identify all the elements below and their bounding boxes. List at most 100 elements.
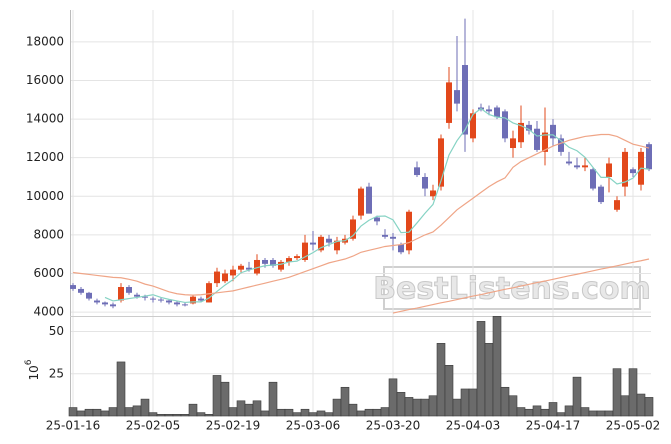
candle-body bbox=[278, 261, 284, 270]
volume-bar bbox=[444, 365, 454, 417]
volume-bar bbox=[220, 381, 230, 417]
candle-body bbox=[510, 138, 516, 149]
volume-bar bbox=[212, 375, 222, 417]
candle-body bbox=[374, 217, 380, 222]
candle-body bbox=[590, 169, 596, 189]
volume-bar bbox=[620, 395, 630, 417]
candle-body bbox=[126, 287, 132, 293]
volume-bar bbox=[540, 408, 550, 417]
candle-body bbox=[470, 113, 476, 139]
candle-body bbox=[206, 283, 212, 303]
volume-bar bbox=[316, 410, 326, 417]
candle-body bbox=[406, 211, 412, 251]
volume-bar bbox=[492, 316, 502, 417]
volume-bar bbox=[76, 410, 86, 417]
volume-tick-label: 50 bbox=[49, 324, 64, 338]
volume-bar bbox=[356, 410, 366, 417]
volume-bar bbox=[300, 408, 310, 417]
volume-bar bbox=[428, 395, 438, 417]
volume-bar bbox=[140, 398, 150, 417]
volume-bar bbox=[172, 414, 182, 417]
volume-bar bbox=[348, 403, 358, 417]
candle-body bbox=[134, 294, 140, 297]
candle-body bbox=[326, 238, 332, 243]
candle-body bbox=[630, 169, 636, 174]
candle-body bbox=[142, 296, 148, 298]
candle-body bbox=[230, 269, 236, 276]
candle-body bbox=[318, 236, 324, 251]
candle-body bbox=[422, 176, 428, 189]
candle-body bbox=[222, 273, 228, 282]
y-tick-label: 18000 bbox=[26, 34, 64, 48]
volume-bar bbox=[476, 321, 486, 417]
volume-bar bbox=[580, 407, 590, 417]
watermark-box bbox=[383, 266, 641, 310]
y-tick-label: 14000 bbox=[26, 112, 64, 126]
candle-body bbox=[238, 265, 244, 270]
volume-bar bbox=[236, 400, 246, 417]
candle-body bbox=[334, 240, 340, 251]
candle-body bbox=[606, 163, 612, 177]
volume-bar bbox=[452, 398, 462, 417]
volume-bar bbox=[332, 398, 342, 417]
candle-body bbox=[430, 190, 436, 197]
volume-bar bbox=[188, 403, 198, 417]
candle-body bbox=[486, 109, 492, 112]
volume-bar bbox=[548, 402, 558, 417]
moving-average-line bbox=[392, 258, 650, 314]
x-tick-label: 25-05-02 bbox=[606, 419, 660, 433]
volume-bar bbox=[284, 408, 294, 417]
candle-body bbox=[214, 271, 220, 284]
volume-bar bbox=[564, 405, 574, 417]
candle-body bbox=[534, 128, 540, 150]
candle-body bbox=[398, 244, 404, 253]
volume-bar bbox=[436, 343, 446, 417]
y-tick-label: 16000 bbox=[26, 73, 64, 87]
y-tick-label: 6000 bbox=[33, 266, 64, 280]
volume-bar bbox=[308, 412, 318, 417]
volume-bar bbox=[388, 378, 398, 417]
candle-body bbox=[358, 188, 364, 216]
volume-bar bbox=[636, 393, 646, 417]
volume-bar bbox=[588, 410, 598, 417]
volume-bar bbox=[132, 405, 142, 417]
y-tick-label: 4000 bbox=[33, 305, 64, 319]
volume-bar bbox=[252, 400, 262, 417]
candle-body bbox=[86, 292, 92, 299]
candle-body bbox=[182, 304, 188, 306]
volume-bar bbox=[180, 414, 190, 417]
candle-body bbox=[414, 167, 420, 176]
volume-tick-label: 25 bbox=[49, 366, 64, 380]
volume-bar bbox=[68, 407, 78, 417]
candle-body bbox=[166, 300, 172, 303]
volume-bar bbox=[292, 412, 302, 417]
volume-bar bbox=[468, 388, 478, 417]
candle-body bbox=[270, 259, 276, 266]
volume-bar bbox=[156, 414, 166, 417]
moving-average-line bbox=[72, 133, 650, 296]
volume-bar bbox=[556, 412, 566, 417]
volume-bar bbox=[380, 407, 390, 417]
candle-body bbox=[454, 90, 460, 104]
volume-bar bbox=[116, 361, 126, 417]
volume-bar bbox=[420, 398, 430, 417]
watermark: BestListens.com bbox=[373, 272, 651, 307]
candle-body bbox=[566, 161, 572, 164]
candle-body bbox=[462, 65, 468, 135]
x-tick-label: 25-02-19 bbox=[206, 419, 260, 433]
y-tick-label: 8000 bbox=[33, 227, 64, 241]
candle-body bbox=[70, 285, 76, 289]
candle-body bbox=[526, 124, 532, 131]
candle-body bbox=[382, 234, 388, 237]
x-tick-label: 25-03-20 bbox=[366, 419, 420, 433]
volume-axis-base: 10 bbox=[27, 365, 41, 380]
volume-bar bbox=[164, 414, 174, 417]
moving-average-line bbox=[104, 107, 650, 304]
volume-bar bbox=[364, 408, 374, 417]
candle-body bbox=[542, 132, 548, 152]
volume-bar bbox=[244, 403, 254, 417]
candle-body bbox=[102, 302, 108, 305]
candle-body bbox=[262, 259, 268, 264]
volume-bar bbox=[460, 388, 470, 417]
